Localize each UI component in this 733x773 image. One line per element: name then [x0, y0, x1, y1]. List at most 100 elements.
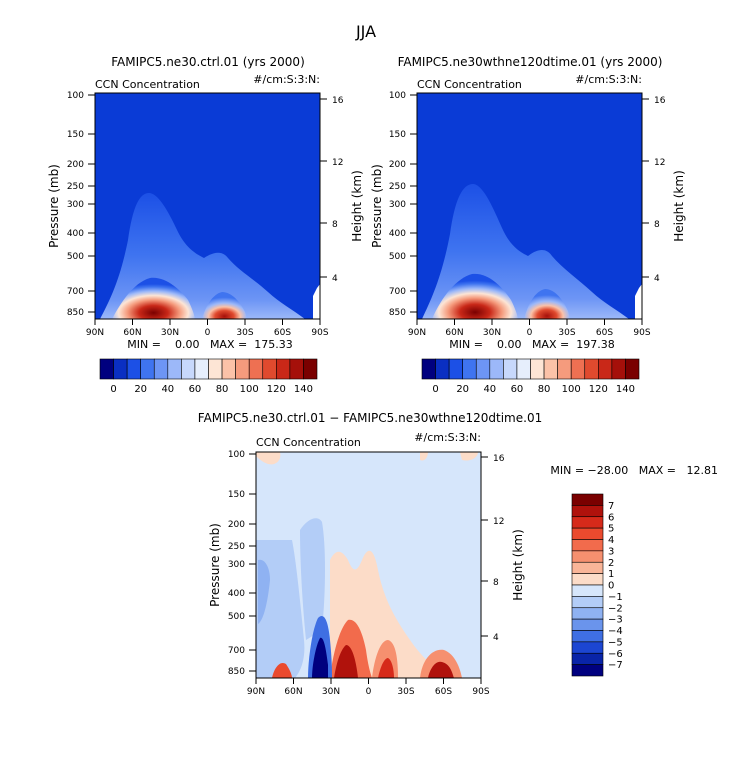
colorbar-label: 120 [267, 384, 286, 395]
colorbar-label: 80 [538, 384, 551, 395]
colorbar-label: 100 [562, 384, 581, 395]
colorbar-swatch [303, 358, 318, 380]
colorbar-swatch [571, 607, 604, 620]
panel-1-xtick: 90S [311, 328, 328, 338]
colorbar-label: 1 [608, 569, 614, 580]
colorbar-swatch [167, 358, 182, 380]
colorbar-swatch [570, 358, 586, 380]
panel-2-ytick: 850 [389, 308, 406, 318]
panel-2-ytick: 300 [389, 200, 406, 210]
panel-1-stats: MIN = 0.00 MAX = 175.33 [127, 338, 292, 351]
colorbar-swatch [516, 358, 531, 380]
colorbar-label: 0 [110, 384, 116, 395]
panel-3-ytick: 200 [228, 520, 245, 530]
colorbar-swatch [140, 358, 155, 380]
panel-3: FAMIPC5.ne30.ctrl.01 − FAMIPC5.ne30wthne… [198, 411, 718, 697]
panel-1-ytick: 100 [67, 91, 84, 101]
colorbar-swatch [571, 664, 604, 677]
panel-2-xtick: 30N [483, 328, 501, 338]
colorbar-label: 20 [134, 384, 147, 395]
colorbar-swatch [421, 358, 436, 380]
panel-1-xtick: 60S [274, 328, 291, 338]
colorbar-swatch [571, 618, 604, 631]
panel-2-plot [416, 92, 643, 320]
panel-3-xtick: 90N [247, 687, 265, 697]
panel-1-subtitle-right: #/cm:S:3:N: [253, 73, 320, 86]
colorbar-label: 60 [511, 384, 524, 395]
panel-2-htick: 12 [654, 158, 665, 168]
colorbar-swatch [557, 358, 572, 380]
colorbar-swatch [181, 358, 196, 380]
colorbar-swatch [435, 358, 450, 380]
panel-2-xtick: 90S [633, 328, 650, 338]
colorbar-label: 140 [294, 384, 313, 395]
panel-2: FAMIPC5.ne30wthne120dtime.01 (yrs 2000) … [370, 55, 686, 395]
colorbar-swatch [530, 358, 545, 380]
colorbar-label: 2 [608, 558, 614, 569]
panel-1-ytick: 400 [67, 229, 84, 239]
panel-2-xtick: 60S [596, 328, 613, 338]
panel-3-ytick: 150 [228, 490, 245, 500]
panel-2-title: FAMIPC5.ne30wthne120dtime.01 (yrs 2000) [398, 55, 663, 69]
colorbar-label: 120 [589, 384, 608, 395]
colorbar-label: −6 [608, 649, 623, 660]
colorbar-swatch [611, 358, 626, 380]
panel-1: FAMIPC5.ne30.ctrl.01 (yrs 2000) CCN Conc… [47, 55, 364, 395]
panel-1-htick: 4 [332, 274, 338, 284]
panel-1-colorbar: 0 20 40 60 80 100 120 140 [99, 358, 318, 395]
panel-1-xtick: 30S [236, 328, 253, 338]
colorbar-swatch [262, 358, 277, 380]
colorbar-label: 6 [608, 512, 614, 523]
panel-2-ylabel-right: Height (km) [672, 170, 686, 241]
panel-1-ytick: 700 [67, 287, 84, 297]
panel-3-ytick: 300 [228, 560, 245, 570]
colorbar-swatch [571, 505, 604, 518]
panel-1-ytick: 150 [67, 130, 84, 140]
panel-1-ytick: 850 [67, 308, 84, 318]
colorbar-swatch [248, 358, 264, 380]
panel-2-stats: MIN = 0.00 MAX = 197.38 [449, 338, 614, 351]
panel-3-ytick: 700 [228, 646, 245, 656]
colorbar-label: −4 [608, 626, 623, 637]
panel-2-htick: 16 [654, 96, 666, 106]
panel-2-ytick: 400 [389, 229, 406, 239]
colorbar-label: 0 [432, 384, 438, 395]
colorbar-swatch [235, 358, 250, 380]
panel-1-xtick: 0 [205, 328, 211, 338]
panel-1-ytick: 500 [67, 252, 84, 262]
panel-2-htick: 4 [654, 274, 660, 284]
panel-2-ytick: 200 [389, 160, 406, 170]
colorbar-swatch [625, 358, 640, 380]
panel-3-ytick: 850 [228, 667, 245, 677]
panel-3-title: FAMIPC5.ne30.ctrl.01 − FAMIPC5.ne30wthne… [198, 411, 542, 425]
colorbar-swatch [289, 358, 304, 380]
colorbar-swatch [571, 539, 604, 552]
panel-3-xtick: 0 [366, 687, 372, 697]
panel-2-htick: 8 [654, 220, 660, 230]
panel-3-xtick: 60N [284, 687, 302, 697]
colorbar-swatch [475, 358, 491, 380]
colorbar-swatch [276, 358, 291, 380]
colorbar-label: 3 [608, 546, 614, 557]
panel-1-htick: 8 [332, 220, 338, 230]
panel-3-xtick: 30S [397, 687, 414, 697]
panel-1-xtick: 90N [86, 328, 104, 338]
panel-1-ytick: 300 [67, 200, 84, 210]
colorbar-swatch [126, 358, 141, 380]
colorbar-swatch [113, 358, 128, 380]
colorbar-swatch [571, 493, 604, 506]
colorbar-swatch [99, 358, 114, 380]
panel-2-colorbar: 0 20 40 60 80 100 120 140 [421, 358, 640, 395]
panel-3-plot [255, 451, 482, 679]
panel-1-xtick: 60N [123, 328, 141, 338]
colorbar-label: 40 [483, 384, 496, 395]
panel-3-stats: MIN = −28.00 MAX = 12.81 [550, 464, 718, 477]
colorbar-swatch [571, 550, 604, 563]
panel-3-htick: 4 [493, 633, 499, 643]
colorbar-swatch [571, 596, 604, 609]
colorbar-label: 100 [240, 384, 259, 395]
colorbar-label: 60 [189, 384, 202, 395]
panel-2-ytick: 250 [389, 182, 406, 192]
panel-3-htick: 12 [493, 517, 504, 527]
